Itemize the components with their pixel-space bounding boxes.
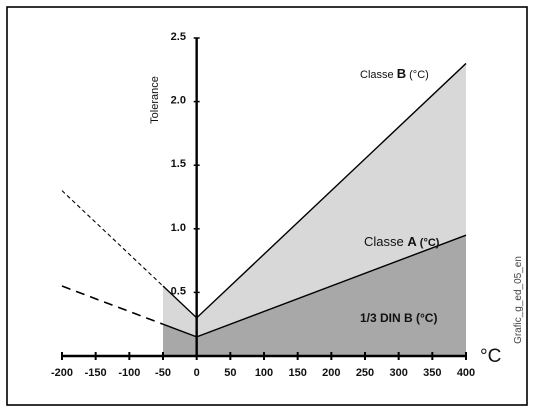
x-tick-label-11: 350 (423, 367, 441, 379)
annotation-din-b: 1/3 DIN B (°C) (360, 311, 437, 325)
y-tick-label-0: 0.5 (171, 285, 186, 297)
x-tick-label-3: -50 (155, 367, 171, 379)
series-extrapolation-1 (61, 285, 164, 325)
x-tick-label-1: -150 (85, 367, 107, 379)
series-area-1 (163, 235, 466, 356)
x-tick-label-6: 100 (255, 367, 273, 379)
x-tick-label-5: 50 (224, 367, 236, 379)
series-extrapolation-0 (61, 190, 164, 287)
y-tick-label-3: 2.0 (171, 95, 186, 107)
x-tick-label-8: 200 (322, 367, 340, 379)
x-tick-label-0: -200 (51, 367, 73, 379)
x-tick-label-10: 300 (389, 367, 407, 379)
y-tick-label-1: 1.0 (171, 222, 186, 234)
y-tick-label-2: 1.5 (171, 158, 186, 170)
x-tick-label-4: 0 (194, 367, 200, 379)
x-tick-label-9: 250 (356, 367, 374, 379)
x-tick-label-2: -100 (118, 367, 140, 379)
series-label-1: Classe A (°C) (364, 234, 440, 249)
x-tick-label-12: 400 (457, 367, 475, 379)
chart-border (6, 6, 528, 406)
y-axis-label: Tolerance (149, 76, 161, 124)
y-tick-label-4: 2.5 (171, 31, 186, 43)
x-tick-label-7: 150 (288, 367, 306, 379)
x-axis-unit-label: °C (480, 346, 501, 367)
series-label-0: Classe B (°C) (360, 66, 429, 81)
side-caption: Grafic_g_ed_05_en (513, 256, 524, 344)
